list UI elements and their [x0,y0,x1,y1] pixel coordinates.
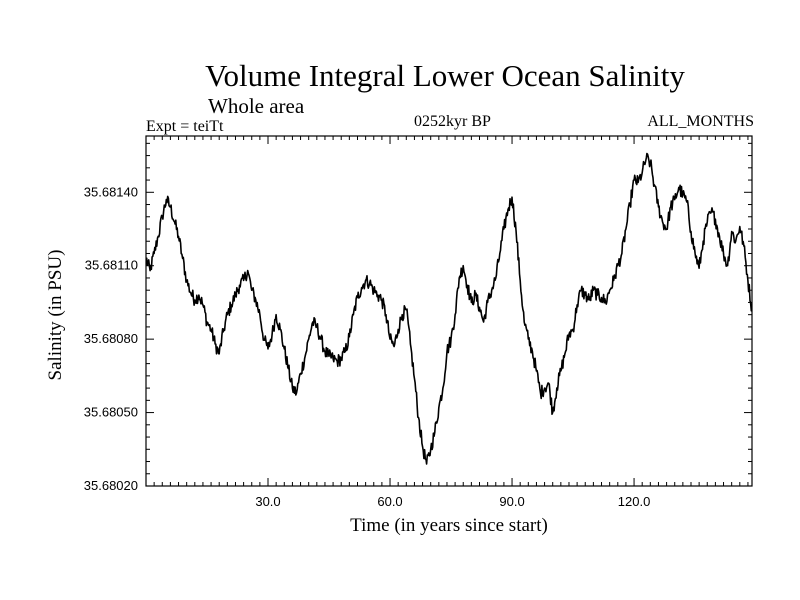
x-tick-label: 60.0 [377,494,402,509]
months-label: ALL_MONTHS [647,113,754,130]
tick-group [146,136,752,487]
period-label: 0252kyr BP [414,113,491,130]
plot-frame [145,135,753,487]
x-tick-label: 90.0 [499,494,524,509]
y-tick-label: 35.68080 [84,331,138,346]
chart-subtitle: Whole area [208,94,305,118]
x-tick-label: 30.0 [255,494,280,509]
y-tick-label: 35.68140 [84,184,138,199]
chart-title: Volume Integral Lower Ocean Salinity [205,58,685,93]
tick-label-group: 30.0 60.0 90.0 120.0 35.68020 35.68050 35.6808… [84,184,651,509]
y-tick-label: 35.68050 [84,405,138,420]
experiment-label: Expt = teiTt [146,118,224,135]
y-tick-label: 35.68020 [84,478,138,493]
x-tick-label: 120.0 [618,494,651,509]
y-tick-label: 35.68110 [85,258,138,273]
x-axis-label: Time (in years since start) [350,515,548,536]
salinity-series-line [145,152,753,465]
